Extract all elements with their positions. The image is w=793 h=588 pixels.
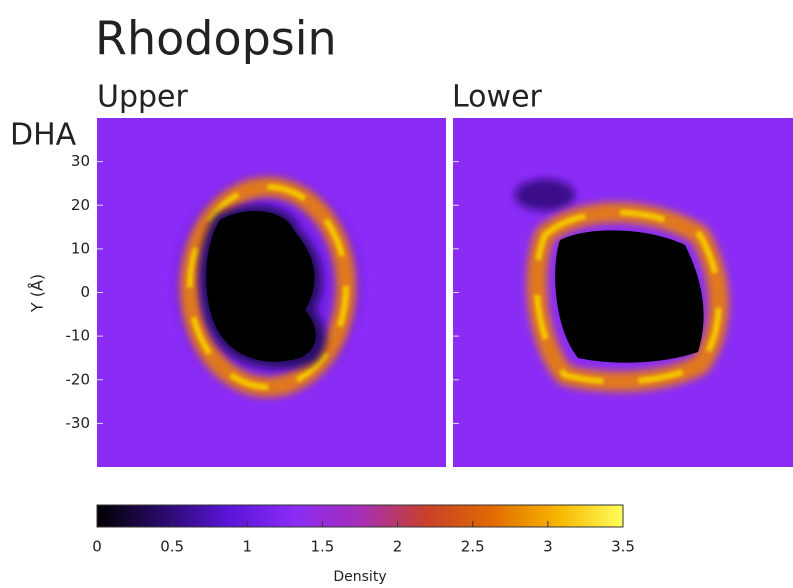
colorbar-tick-label: 3: [543, 538, 553, 556]
panel-title: Lower: [452, 80, 543, 115]
colorbar-tick-label: 0: [92, 538, 102, 556]
y-tick-label: 10: [71, 239, 90, 257]
colorbar-tick-label: 1: [243, 538, 253, 556]
y-tick-label: 0: [80, 283, 90, 301]
colorbar-tick-label: 1.5: [310, 538, 334, 556]
row-label: DHA: [10, 118, 77, 153]
heatmap-panel: [453, 118, 793, 467]
chart-title: Rhodopsin: [95, 12, 337, 66]
y-tick-label: -20: [66, 370, 91, 388]
heatmap-panel: [97, 118, 446, 467]
colorbar-tick-label: 0.5: [160, 538, 184, 556]
colorbar-label: Density: [333, 569, 386, 585]
colorbar-tick-label: 2: [393, 538, 403, 556]
colorbar-tick-label: 3.5: [611, 538, 635, 556]
y-tick-label: 20: [71, 196, 90, 214]
y-axis-label: Y (Å): [28, 274, 47, 313]
y-tick-label: 30: [71, 152, 90, 170]
y-tick-label: -10: [66, 327, 91, 345]
panel-title: Upper: [97, 80, 189, 115]
y-tick-label: -30: [66, 414, 91, 432]
colorbar: [96, 504, 624, 528]
colorbar-tick-label: 2.5: [461, 538, 485, 556]
